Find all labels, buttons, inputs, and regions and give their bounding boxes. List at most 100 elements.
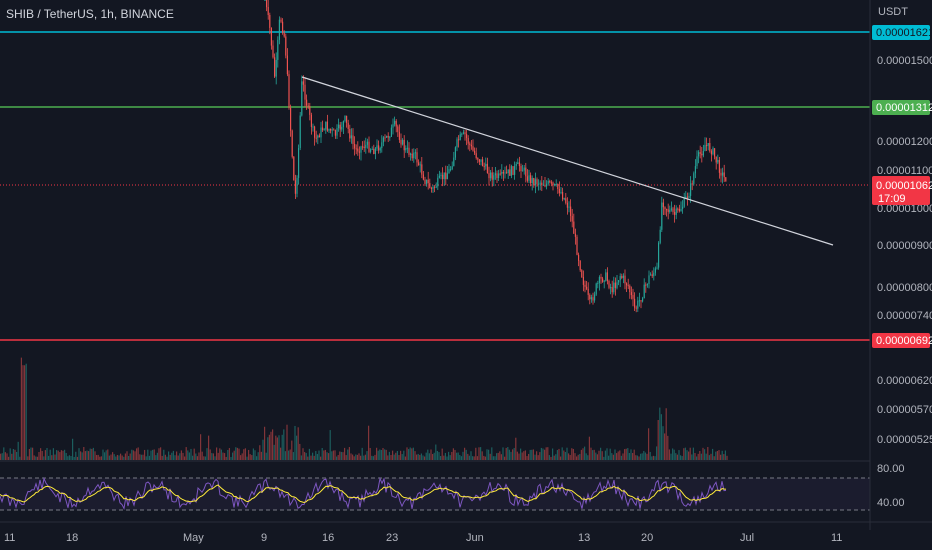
volume-bar	[654, 456, 656, 460]
volume-bar	[470, 451, 472, 460]
volume-bar	[577, 454, 579, 460]
volume-bar	[254, 450, 256, 460]
volume-bar	[291, 440, 293, 460]
candle	[666, 209, 668, 211]
price-pane[interactable]	[0, 0, 870, 461]
candle	[667, 209, 669, 212]
volume-bar	[398, 455, 400, 460]
volume-bar	[670, 453, 672, 460]
volume-bar	[57, 450, 59, 460]
candle	[462, 132, 464, 134]
volume-bar	[208, 435, 210, 460]
volume-bar	[33, 455, 35, 460]
candle	[662, 202, 664, 208]
volume-bar	[384, 449, 386, 460]
volume-bar	[720, 454, 722, 460]
volume-bar	[438, 452, 440, 460]
candle	[482, 159, 484, 167]
time-axis[interactable]: 11 18 May 9 16 23 Jun 13 20 Jul 11	[4, 532, 842, 544]
volume-bar	[137, 447, 139, 460]
volume-bar	[155, 455, 157, 460]
volume-bar	[540, 447, 542, 460]
volume-bar	[56, 450, 58, 460]
volume-bar	[443, 455, 445, 460]
volume-bar	[100, 456, 102, 460]
price-candles[interactable]	[264, 0, 727, 313]
volume-bar	[168, 451, 170, 460]
candle	[682, 206, 684, 209]
volume-bar	[716, 450, 718, 460]
candle	[410, 153, 412, 155]
volume-bar	[118, 455, 120, 460]
candle	[331, 129, 333, 131]
volume-bar	[715, 451, 717, 460]
volume-bar	[206, 448, 208, 460]
candle	[347, 122, 349, 129]
candle	[582, 276, 584, 285]
volume-bar	[28, 448, 30, 460]
volume-bar	[256, 456, 258, 460]
volume-bar	[609, 448, 611, 460]
volume-bar	[692, 447, 694, 460]
volume-bar	[300, 455, 302, 460]
candle	[277, 39, 279, 60]
candle	[550, 182, 552, 184]
rsi-axis[interactable]: 80.00 40.00	[877, 463, 905, 509]
candle	[642, 298, 644, 302]
volume-bar	[433, 452, 435, 460]
volume-bar	[580, 449, 582, 460]
volume-bar	[283, 429, 285, 460]
candle	[418, 162, 420, 166]
candle	[629, 285, 631, 293]
rsi-tick: 40.00	[877, 497, 905, 509]
volume-bar	[636, 455, 638, 460]
volume-bar	[604, 450, 606, 460]
volume-bar	[334, 450, 336, 460]
volume-bar	[612, 454, 614, 460]
volume-bar	[81, 452, 83, 460]
volume-bar	[635, 455, 637, 460]
volume-bar	[374, 454, 376, 460]
volume-bar	[236, 447, 238, 460]
volume-bar	[704, 449, 706, 460]
volume-bar	[694, 453, 696, 460]
volume-bar	[51, 455, 53, 460]
time-tick: 18	[66, 532, 78, 544]
candle	[574, 233, 576, 237]
candle	[630, 292, 632, 296]
volume-bar	[513, 447, 515, 460]
volume-bar	[68, 455, 70, 460]
candle	[656, 267, 658, 269]
volume-bar	[190, 448, 192, 460]
price-axis[interactable]: 0.00001500 0.00001200 0.00001100 0.00001…	[877, 55, 932, 446]
volume-bar	[70, 455, 72, 460]
volume-bar	[449, 455, 451, 460]
volume-bar	[401, 454, 403, 460]
candle	[704, 145, 706, 152]
volume-bar	[369, 447, 371, 460]
rsi-line	[0, 476, 727, 510]
volume-bar	[556, 450, 558, 460]
price-tick: 0.00001000	[877, 203, 932, 215]
volume-bar	[574, 453, 576, 460]
volume-bar	[307, 456, 309, 460]
volume-bar	[606, 448, 608, 460]
volume-bar	[342, 452, 344, 460]
price-tick: 0.00001200	[877, 136, 932, 148]
descending-trendline[interactable]	[301, 76, 834, 246]
volume-bar	[72, 438, 74, 460]
volume-bar	[308, 448, 310, 460]
volume-bar	[163, 449, 165, 460]
candle	[344, 115, 346, 121]
volume-bar	[550, 456, 552, 460]
candle	[392, 124, 394, 128]
symbol-title[interactable]: SHIB / TetherUS, 1h, BINANCE	[6, 7, 174, 21]
rsi-pane[interactable]	[0, 460, 870, 521]
volume-bar	[683, 448, 685, 460]
candle	[536, 179, 538, 185]
volume-bar	[120, 453, 122, 460]
candle	[395, 120, 397, 127]
volume-bar	[542, 448, 544, 460]
candle	[422, 174, 424, 180]
